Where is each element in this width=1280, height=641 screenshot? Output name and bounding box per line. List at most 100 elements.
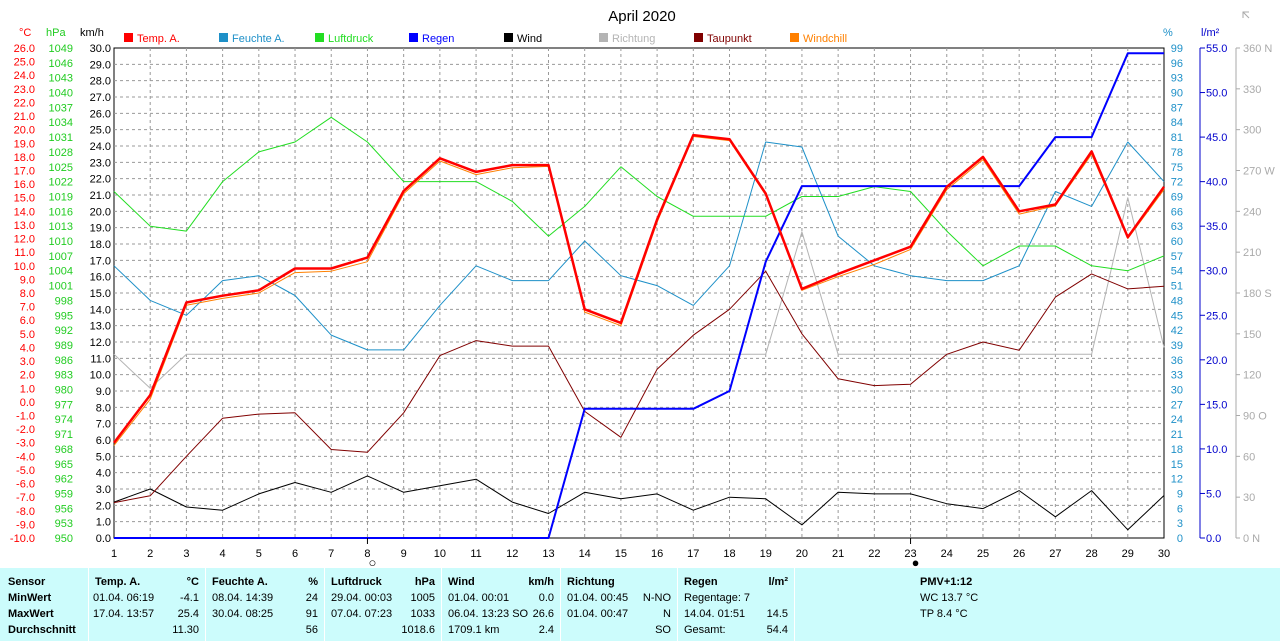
tick-label-temp: 25.0 — [14, 57, 35, 69]
tick-label-temp: 18.0 — [14, 152, 35, 164]
new-moon-icon: ● — [912, 555, 920, 568]
tick-label-temp: -3.0 — [16, 438, 35, 450]
stats-rain-title: Regen — [684, 576, 718, 588]
tick-label-temp: -8.0 — [16, 506, 35, 518]
tick-label-direction: 60 — [1243, 451, 1255, 463]
tick-label-wind: 16.0 — [90, 272, 111, 284]
x-tick-label: 26 — [1013, 548, 1025, 560]
stats-direction-max-date: 01.04. 00:47 — [567, 608, 629, 620]
legend-swatch — [790, 33, 799, 42]
legend-swatch — [124, 33, 133, 42]
tick-label-pressure: 1031 — [49, 132, 73, 144]
tick-label-wind: 8.0 — [96, 402, 111, 414]
stats-pmv-title: PMV+1:12 — [920, 576, 973, 588]
tick-label-rain: 20.0 — [1206, 355, 1227, 367]
x-tick-label: 17 — [687, 548, 699, 560]
tick-label-pressure: 1010 — [49, 236, 73, 248]
stats-humidity-avg: 56 — [305, 624, 318, 636]
tick-label-temp: 5.0 — [20, 329, 35, 341]
tick-label-direction: 120 — [1243, 370, 1261, 382]
stats-pressure-max-date: 07.04. 07:23 — [331, 608, 393, 620]
tick-label-humidity: 99 — [1171, 43, 1183, 55]
unit-wind: km/h — [80, 27, 104, 39]
tick-label-wind: 29.0 — [90, 59, 111, 71]
stats-wind-title: Wind — [448, 576, 475, 588]
tick-label-temp: -5.0 — [16, 465, 35, 477]
tick-label-rain: 0.0 — [1206, 533, 1221, 545]
tick-label-wind: 6.0 — [96, 435, 111, 447]
tick-label-rain: 25.0 — [1206, 310, 1227, 322]
tick-label-humidity: 48 — [1171, 295, 1183, 307]
statistics-panel: Sensor MinWert MaxWert Durchschnitt Temp… — [0, 568, 1280, 641]
legend-label: Feuchte A. — [232, 33, 285, 45]
tick-label-wind: 24.0 — [90, 141, 111, 153]
chart-axes: -10.0 -9.0-8.0 -7.0-6.0 -5.0 -4.0-3.0 -2.0-1.… — [10, 11, 1275, 560]
tick-label-temp: -2.0 — [16, 424, 35, 436]
compass-icon — [1242, 11, 1250, 19]
legend-swatch — [599, 33, 608, 42]
stats-temp-max-val: 25.4 — [177, 608, 199, 620]
tick-label-wind: 7.0 — [96, 419, 111, 431]
tick-label-wind: 30.0 — [90, 43, 111, 55]
tick-label-temp: 16.0 — [14, 179, 35, 191]
series-line-feuchte-a — [113, 141, 1165, 351]
tick-label-wind: 25.0 — [90, 125, 111, 137]
tick-label-rain: 5.0 — [1206, 488, 1221, 500]
series-line-luftdruck — [113, 116, 1165, 272]
stats-humidity-title: Feuchte A. — [212, 576, 268, 588]
tick-label-humidity: 60 — [1171, 236, 1183, 248]
tick-label-temp: 14.0 — [14, 206, 35, 218]
tick-label-humidity: 45 — [1171, 310, 1183, 322]
tick-label-humidity: 78 — [1171, 147, 1183, 159]
stats-humidity-max-val: 91 — [305, 608, 318, 620]
stats-rain-unit: l/m² — [768, 576, 788, 588]
tick-label-temp: 1.0 — [20, 383, 35, 395]
tick-label-pressure: 1043 — [49, 73, 73, 85]
tick-label-wind: 28.0 — [90, 76, 111, 88]
tick-label-pressure: 1022 — [49, 177, 73, 189]
tick-label-temp: -9.0 — [16, 519, 35, 531]
tick-label-humidity: 63 — [1171, 221, 1183, 233]
unit-rain: l/m² — [1201, 27, 1220, 39]
tick-label-humidity: 96 — [1171, 58, 1183, 70]
legend-swatch — [219, 33, 228, 42]
tick-label-pressure: 1037 — [49, 102, 73, 114]
x-tick-label: 7 — [328, 548, 334, 560]
tick-label-temp: 10.0 — [14, 261, 35, 273]
tick-label-pressure: 1028 — [49, 147, 73, 159]
x-tick-label: 14 — [579, 548, 591, 560]
stats-temp-max-date: 17.04. 13:57 — [93, 608, 155, 620]
tick-label-direction: 270 W — [1243, 166, 1275, 178]
tick-label-humidity: 24 — [1171, 414, 1183, 426]
tick-label-humidity: 0 — [1177, 533, 1183, 545]
tick-label-direction: 0 N — [1243, 533, 1260, 545]
x-tick-label: 15 — [615, 548, 627, 560]
tick-label-humidity: 81 — [1171, 132, 1183, 144]
tick-label-humidity: 27 — [1171, 399, 1183, 411]
stats-humidity-unit: % — [308, 576, 318, 588]
tick-label-temp: 6.0 — [20, 315, 35, 327]
x-tick-label: 28 — [1085, 548, 1097, 560]
tick-label-wind: 21.0 — [90, 190, 111, 202]
tick-label-temp: 17.0 — [14, 166, 35, 178]
tick-label-temp: 0.0 — [20, 397, 35, 409]
legend-swatch — [315, 33, 324, 42]
series-line-wind — [113, 475, 1165, 531]
tick-label-wind: 12.0 — [90, 337, 111, 349]
legend-swatch — [409, 33, 418, 42]
stats-wind-avg: 2.4 — [538, 624, 554, 636]
tick-label-humidity: 72 — [1171, 177, 1183, 189]
stats-rain-max-date: 14.04. 01:51 — [684, 608, 746, 620]
stats-rain-max-val: 14.5 — [766, 608, 788, 620]
x-tick-label: 21 — [832, 548, 844, 560]
stats-pressure-min-val: 1005 — [410, 592, 435, 604]
tick-label-rain: 10.0 — [1206, 444, 1227, 456]
tick-label-temp: 9.0 — [20, 274, 35, 286]
chart-title: April 2020 — [608, 8, 676, 25]
tick-label-temp: 26.0 — [14, 43, 35, 55]
tick-label-pressure: 983 — [55, 370, 73, 382]
stats-temp-avg: 11.30 — [172, 624, 199, 636]
stats-wind-max-val: 26.6 — [532, 608, 554, 620]
tick-label-humidity: 9 — [1177, 488, 1183, 500]
legend-label: Richtung — [612, 33, 655, 45]
